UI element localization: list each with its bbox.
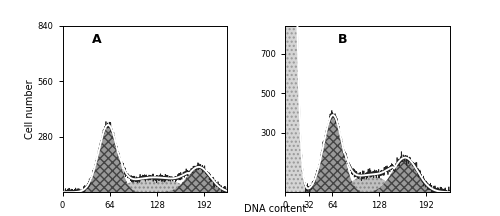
- Text: DNA content: DNA content: [244, 204, 306, 214]
- Y-axis label: Cell number: Cell number: [25, 79, 35, 139]
- Text: A: A: [92, 33, 102, 46]
- Text: B: B: [338, 33, 347, 46]
